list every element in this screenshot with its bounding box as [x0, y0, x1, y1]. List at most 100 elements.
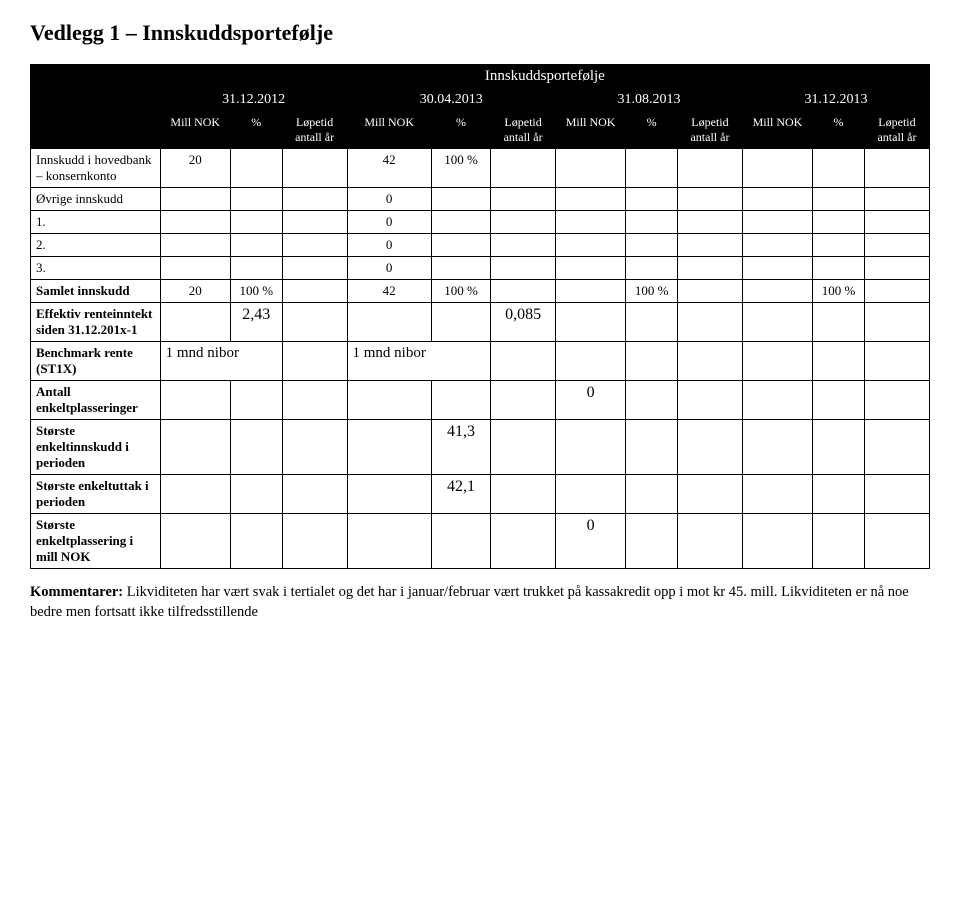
cell	[160, 188, 230, 211]
cell	[282, 475, 347, 514]
cell: 0	[347, 234, 431, 257]
table-row: Effektiv renteinntekt siden 31.12.201x-1…	[31, 303, 930, 342]
cell	[282, 420, 347, 475]
cell	[678, 149, 743, 188]
cell	[864, 211, 929, 234]
date-col-2: 30.04.2013	[347, 89, 555, 112]
cell	[431, 211, 490, 234]
cell	[864, 303, 929, 342]
cell	[230, 257, 282, 280]
cell	[230, 381, 282, 420]
cell	[556, 280, 626, 303]
cell	[626, 211, 678, 234]
cell: 0	[347, 211, 431, 234]
sub-mill-1: Mill NOK	[160, 112, 230, 149]
cell	[626, 188, 678, 211]
table-row: 1. 0	[31, 211, 930, 234]
comment-label: Kommentarer:	[30, 584, 123, 600]
row-label: Største enkeltplassering i mill NOK	[31, 514, 161, 569]
table-row: 2. 0	[31, 234, 930, 257]
cell	[230, 420, 282, 475]
cell: 42	[347, 280, 431, 303]
cell	[678, 475, 743, 514]
cell	[864, 280, 929, 303]
table-row: Samlet innskudd 20 100 % 42 100 % 100 % …	[31, 280, 930, 303]
cell	[491, 211, 556, 234]
cell	[282, 188, 347, 211]
cell	[556, 234, 626, 257]
cell	[742, 420, 812, 475]
cell	[491, 475, 556, 514]
cell	[491, 257, 556, 280]
cell	[491, 149, 556, 188]
cell	[230, 475, 282, 514]
cell	[742, 257, 812, 280]
row-label: 3.	[31, 257, 161, 280]
cell	[230, 211, 282, 234]
cell	[491, 188, 556, 211]
row-label: 1.	[31, 211, 161, 234]
cell	[282, 257, 347, 280]
cell: 0,085	[491, 303, 556, 342]
cell	[678, 211, 743, 234]
cell	[626, 342, 678, 381]
cell	[282, 280, 347, 303]
date-col-4: 31.12.2013	[742, 89, 929, 112]
cell: 0	[347, 188, 431, 211]
cell	[160, 257, 230, 280]
cell	[556, 342, 626, 381]
cell	[347, 514, 431, 569]
row-label: Innskudd i hovedbank – konsernkonto	[31, 149, 161, 188]
table-row: Antall enkeltplasseringer 0	[31, 381, 930, 420]
row-label: Samlet innskudd	[31, 280, 161, 303]
cell	[742, 211, 812, 234]
cell	[556, 211, 626, 234]
cell	[864, 257, 929, 280]
cell	[431, 514, 490, 569]
sub-mill-2: Mill NOK	[347, 112, 431, 149]
cell	[813, 381, 865, 420]
cell	[626, 514, 678, 569]
cell: 0	[556, 514, 626, 569]
cell	[347, 420, 431, 475]
cell	[678, 303, 743, 342]
cell	[556, 475, 626, 514]
cell: 100 %	[431, 280, 490, 303]
cell	[491, 514, 556, 569]
cell: 0	[556, 381, 626, 420]
cell	[742, 342, 812, 381]
cell: 100 %	[813, 280, 865, 303]
cell: 41,3	[431, 420, 490, 475]
cell	[678, 188, 743, 211]
cell	[813, 475, 865, 514]
cell	[813, 420, 865, 475]
blank-cell	[31, 112, 161, 149]
cell	[626, 257, 678, 280]
cell	[813, 514, 865, 569]
cell	[864, 149, 929, 188]
cell	[626, 234, 678, 257]
sub-lop-3: Løpetid antall år	[678, 112, 743, 149]
cell	[864, 188, 929, 211]
table-row: Største enkeltuttak i perioden 42,1	[31, 475, 930, 514]
cell	[864, 475, 929, 514]
table-row: Største enkeltplassering i mill NOK 0	[31, 514, 930, 569]
cell	[742, 303, 812, 342]
cell	[556, 188, 626, 211]
cell	[626, 420, 678, 475]
cell	[813, 257, 865, 280]
sub-lop-1: Løpetid antall år	[282, 112, 347, 149]
cell	[813, 303, 865, 342]
sub-pct-2: %	[431, 112, 490, 149]
cell	[742, 514, 812, 569]
cell	[160, 514, 230, 569]
comment-block: Kommentarer: Likviditeten har vært svak …	[30, 583, 930, 622]
cell	[742, 475, 812, 514]
row-label: 2.	[31, 234, 161, 257]
cell	[282, 303, 347, 342]
cell: 1 mnd nibor	[160, 342, 282, 381]
cell: 100 %	[230, 280, 282, 303]
cell	[678, 257, 743, 280]
cell	[864, 514, 929, 569]
cell	[864, 381, 929, 420]
